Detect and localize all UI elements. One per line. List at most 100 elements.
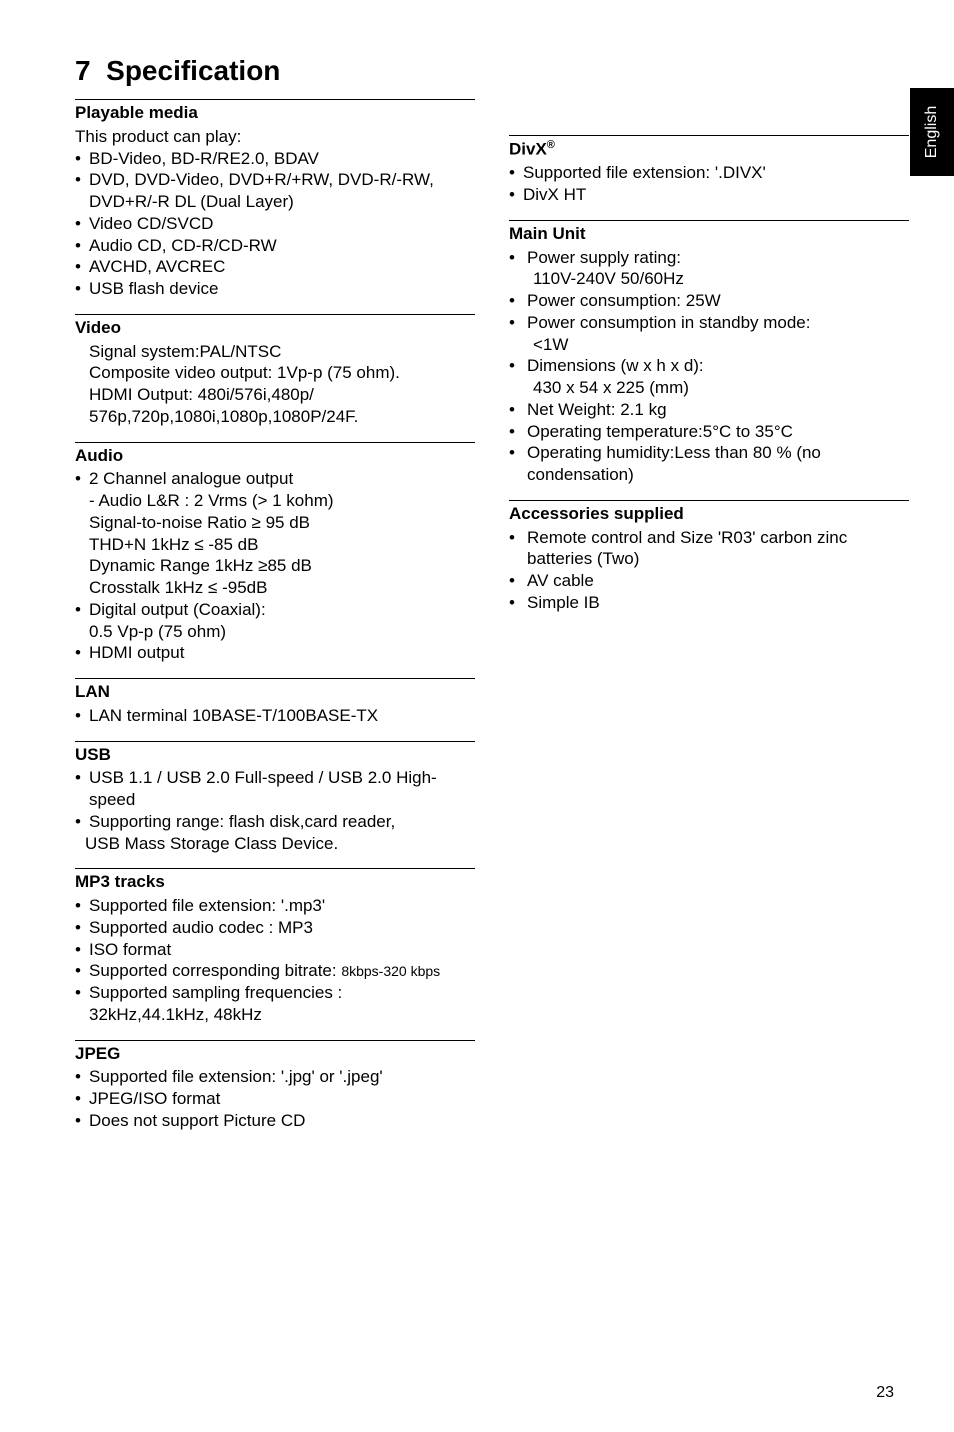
bitrate-value: 8kbps-320 kbps — [341, 963, 440, 979]
list-item: Operating temperature:5°C to 35°C — [509, 421, 909, 443]
list-item: Audio CD, CD-R/CD-RW — [75, 235, 475, 257]
list-item: Supported corresponding bitrate: 8kbps-3… — [75, 960, 475, 982]
audio-subline: Crosstalk 1kHz ≤ -95dB — [89, 577, 475, 599]
list-item: Digital output (Coaxial): — [75, 599, 475, 621]
audio-title: Audio — [75, 445, 475, 467]
jpeg-block: JPEG Supported file extension: '.jpg' or… — [75, 1040, 475, 1132]
main-subline: 430 x 54 x 225 (mm) — [509, 377, 909, 399]
page-number: 23 — [876, 1384, 894, 1402]
audio-subline: Dynamic Range 1kHz ≥85 dB — [89, 555, 475, 577]
rule — [75, 741, 475, 742]
list-item: Video CD/SVCD — [75, 213, 475, 235]
list-item: Supporting range: flash disk,card reader… — [75, 811, 475, 833]
rule — [75, 1040, 475, 1041]
acc-list: Remote control and Size 'R03' carbon zin… — [509, 527, 909, 614]
list-item: AV cable — [509, 570, 909, 592]
playable-block: Playable media This product can play: BD… — [75, 99, 475, 300]
lan-block: LAN LAN terminal 10BASE-T/100BASE-TX — [75, 678, 475, 727]
rule — [75, 868, 475, 869]
mp3-freq2: 32kHz,44.1kHz, 48kHz — [75, 1004, 475, 1026]
list-item: DVD, DVD-Video, DVD+R/+RW, DVD-R/-RW, DV… — [75, 169, 475, 213]
list-item: Supported file extension: '.mp3' — [75, 895, 475, 917]
list-item: USB flash device — [75, 278, 475, 300]
rule — [75, 314, 475, 315]
main-list4: Net Weight: 2.1 kg Operating temperature… — [509, 399, 909, 486]
list-item: JPEG/ISO format — [75, 1088, 475, 1110]
list-item: Power supply rating: — [509, 247, 909, 269]
list-item: Power consumption in standby mode: — [509, 312, 909, 334]
main-subline: <1W — [509, 334, 909, 356]
language-tab: English — [910, 88, 954, 176]
audio-sub: - Audio L&R : 2 Vrms (> 1 kohm) Signal-t… — [75, 490, 475, 599]
mp3-list: Supported file extension: '.mp3' Support… — [75, 895, 475, 1004]
playable-title: Playable media — [75, 102, 475, 124]
audio-list2: Digital output (Coaxial): — [75, 599, 475, 621]
acc-title: Accessories supplied — [509, 503, 909, 525]
section-number: 7 — [75, 55, 91, 86]
usb-title: USB — [75, 744, 475, 766]
left-column: Playable media This product can play: BD… — [75, 99, 475, 1146]
rule — [75, 442, 475, 443]
list-item: Supported file extension: '.DIVX' — [509, 162, 909, 184]
audio-subline: - Audio L&R : 2 Vrms (> 1 kohm) — [89, 490, 475, 512]
video-line: Composite video output: 1Vp-p (75 ohm). — [89, 362, 475, 384]
video-line: Signal system:PAL/NTSC — [89, 341, 475, 363]
video-title: Video — [75, 317, 475, 339]
jpeg-list: Supported file extension: '.jpg' or '.jp… — [75, 1066, 475, 1131]
section-title-text: Specification — [106, 55, 280, 86]
rule — [75, 678, 475, 679]
list-item: Supported audio codec : MP3 — [75, 917, 475, 939]
usb-block: USB USB 1.1 / USB 2.0 Full-speed / USB 2… — [75, 741, 475, 855]
list-item: Power consumption: 25W — [509, 290, 909, 312]
video-block: Video Signal system:PAL/NTSC Composite v… — [75, 314, 475, 428]
list-item: Net Weight: 2.1 kg — [509, 399, 909, 421]
section-title: 7 Specification — [75, 55, 909, 87]
list-item: USB 1.1 / USB 2.0 Full-speed / USB 2.0 H… — [75, 767, 475, 811]
audio-subline: Signal-to-noise Ratio ≥ 95 dB — [89, 512, 475, 534]
language-tab-label: English — [923, 106, 941, 158]
main-subline: 110V-240V 50/60Hz — [509, 268, 909, 290]
list-item: 2 Channel analogue output — [75, 468, 475, 490]
divx-title: DivX® — [509, 138, 909, 160]
mp3-block: MP3 tracks Supported file extension: '.m… — [75, 868, 475, 1025]
jpeg-title: JPEG — [75, 1043, 475, 1065]
list-item: Remote control and Size 'R03' carbon zin… — [509, 527, 909, 571]
divx-block: DivX® Supported file extension: '.DIVX' … — [509, 135, 909, 206]
audio-list: 2 Channel analogue output — [75, 468, 475, 490]
video-body: Signal system:PAL/NTSC Composite video o… — [75, 341, 475, 428]
playable-intro: This product can play: — [75, 126, 475, 148]
list-item: Dimensions (w x h x d): — [509, 355, 909, 377]
rule — [509, 500, 909, 501]
rule — [509, 135, 909, 136]
list-item: DivX HT — [509, 184, 909, 206]
list-item: BD-Video, BD-R/RE2.0, BDAV — [75, 148, 475, 170]
list-item: HDMI output — [75, 642, 475, 664]
lan-title: LAN — [75, 681, 475, 703]
usb-list: USB 1.1 / USB 2.0 Full-speed / USB 2.0 H… — [75, 767, 475, 832]
rule — [509, 220, 909, 221]
page: English 7 Specification Playable media T… — [0, 0, 954, 1432]
list-item: Operating humidity:Less than 80 % (no co… — [509, 442, 909, 486]
mp3-title: MP3 tracks — [75, 871, 475, 893]
playable-list: BD-Video, BD-R/RE2.0, BDAV DVD, DVD-Vide… — [75, 148, 475, 300]
main-unit-block: Main Unit Power supply rating: 110V-240V… — [509, 220, 909, 486]
list-item: ISO format — [75, 939, 475, 961]
audio-block: Audio 2 Channel analogue output - Audio … — [75, 442, 475, 665]
list-item: Supported sampling frequencies : — [75, 982, 475, 1004]
video-line: HDMI Output: 480i/576i,480p/ — [89, 384, 475, 406]
audio-subline: 0.5 Vp-p (75 ohm) — [75, 621, 475, 643]
lan-list: LAN terminal 10BASE-T/100BASE-TX — [75, 705, 475, 727]
accessories-block: Accessories supplied Remote control and … — [509, 500, 909, 614]
list-item: Does not support Picture CD — [75, 1110, 475, 1132]
rule — [75, 99, 475, 100]
audio-subline: THD+N 1kHz ≤ -85 dB — [89, 534, 475, 556]
list-item: Simple IB — [509, 592, 909, 614]
audio-list3: HDMI output — [75, 642, 475, 664]
divx-title-base: DivX — [509, 140, 547, 159]
main-title: Main Unit — [509, 223, 909, 245]
video-line: 576p,720p,1080i,1080p,1080P/24F. — [89, 406, 475, 428]
divx-list: Supported file extension: '.DIVX' DivX H… — [509, 162, 909, 206]
list-item: AVCHD, AVCREC — [75, 256, 475, 278]
main-list: Power supply rating: — [509, 247, 909, 269]
main-list3: Dimensions (w x h x d): — [509, 355, 909, 377]
